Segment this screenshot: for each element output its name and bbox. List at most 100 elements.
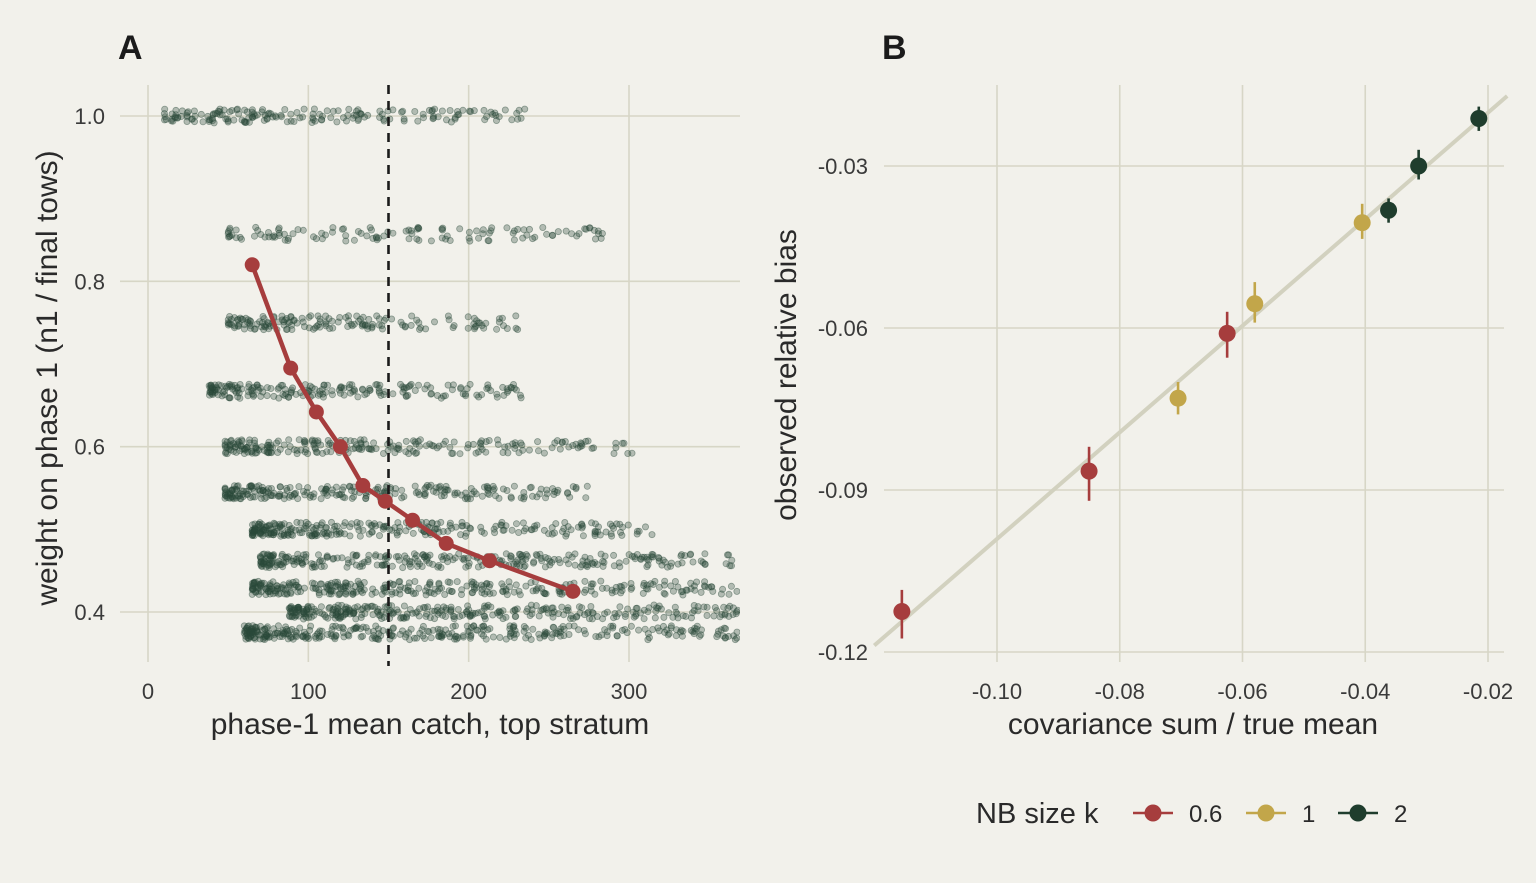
scatter-point [533,521,541,529]
scatter-point [278,524,286,532]
scatter-point [589,609,597,617]
scatter-point [648,550,656,558]
scatter-point [309,493,317,501]
scatter-point [413,608,421,616]
y-tick-label: -0.12 [818,640,868,665]
scatter-point [249,585,257,593]
scatter-point [493,393,501,401]
scatter-point [520,495,528,503]
scatter-point [248,449,256,457]
scatter-point [525,631,533,639]
scatter-point [422,325,430,333]
scatter-point [464,440,472,448]
scatter-point [543,629,551,637]
scatter-point [265,529,273,537]
scatter-point [338,601,346,609]
scatter-point [414,437,422,445]
scatter-point [350,609,358,617]
scatter-point [395,527,403,535]
scatter-point [355,580,363,588]
scatter-point [368,602,376,610]
scatter-point [522,624,530,632]
scatter-point [311,584,319,592]
scatter-point [678,632,686,640]
scatter-point [222,488,230,496]
scatter-point [499,607,507,615]
scatter-point [266,560,274,568]
scatter-point [652,607,660,615]
scatter-point [265,629,273,637]
scatter-point [286,627,294,635]
scatter-point [316,557,324,565]
scatter-point [689,558,697,566]
scatter-point [332,483,340,491]
scatter-point [436,585,444,593]
scatter-point [699,559,707,567]
scatter-point [663,626,671,634]
scatter-point [690,582,698,590]
scatter-point [314,629,322,637]
scatter-point [493,609,501,617]
scatter-point [299,318,307,326]
scatter-point [246,493,254,501]
scatter-point [276,492,284,500]
scatter-point [234,437,242,445]
scatter-point [253,381,261,389]
scatter-point [248,532,256,540]
scatter-point [345,317,353,325]
scatter-point [373,236,381,244]
scatter-point [376,521,384,529]
scatter-point [381,588,389,596]
scatter-point [465,234,473,242]
scatter-point [424,603,432,611]
scatter-point [277,561,285,569]
scatter-point [550,624,558,632]
scatter-point [378,561,386,569]
scatter-point [246,322,254,330]
scatter-point [223,492,231,500]
scatter-point [230,116,238,124]
scatter-point [389,625,397,633]
scatter-point [471,609,479,617]
scatter-point [502,613,510,621]
scatter-point [368,324,376,332]
y-tick-label: 0.8 [74,269,105,294]
scatter-point [466,237,474,245]
scatter-point [275,590,283,598]
scatter-point [329,587,337,595]
scatter-point [499,615,507,623]
scatter-point [595,633,603,641]
scatter-point [511,606,519,614]
scatter-point [439,611,447,619]
scatter-point [545,530,553,538]
scatter-point [538,584,546,592]
scatter-point [328,391,336,399]
scatter-point [486,625,494,633]
scatter-point [389,106,397,114]
scatter-point [319,390,327,398]
scatter-point [399,107,407,115]
scatter-point [251,493,259,501]
scatter-point [276,633,284,641]
scatter-point [532,551,540,559]
scatter-point [260,526,268,534]
scatter-point [263,392,271,400]
scatter-point [221,485,229,493]
scatter-point [498,580,506,588]
scatter-point [402,554,410,562]
scatter-point [400,384,408,392]
scatter-point [321,487,329,495]
scatter-point [283,627,291,635]
scatter-point [396,630,404,638]
scatter-point [335,614,343,622]
scatter-point [245,114,253,122]
scatter-point [340,225,348,233]
scatter-point [386,526,394,534]
scatter-point [667,582,675,590]
scatter-point [256,384,264,392]
scatter-point [286,605,294,613]
scatter-point [226,489,234,497]
scatter-point [373,607,381,615]
scatter-point [241,627,249,635]
scatter-point [239,315,247,323]
